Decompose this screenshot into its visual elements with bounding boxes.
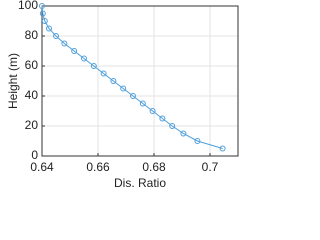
data-marker xyxy=(39,3,45,9)
y-tick-label: 40 xyxy=(25,88,39,102)
data-marker xyxy=(110,78,117,84)
data-marker xyxy=(120,85,127,92)
y-axis-label: Height (m) xyxy=(6,53,20,109)
x-tick-label: 0.7 xyxy=(202,160,219,174)
y-tick-label: 0 xyxy=(31,148,38,162)
chart: Height (m) Dis. Ratio 0 20 40 60 80 100 0.64 0.… xyxy=(6,0,239,190)
data-marker xyxy=(149,108,156,114)
data-marker xyxy=(41,18,48,24)
data-marker xyxy=(169,123,176,129)
y-tick-label: 80 xyxy=(25,28,39,42)
data-marker xyxy=(130,93,136,99)
data-marker xyxy=(219,145,226,152)
x-tick-label: 0.64 xyxy=(30,160,54,174)
x-tick-label: 0.68 xyxy=(142,160,166,174)
data-marker xyxy=(39,10,46,17)
data-marker xyxy=(194,138,201,144)
data-marker xyxy=(61,40,68,47)
data-line xyxy=(41,5,223,149)
data-marker xyxy=(100,70,107,77)
y-tick-label: 20 xyxy=(25,118,39,132)
data-marker xyxy=(139,100,146,107)
x-axis-label: Dis. Ratio xyxy=(114,176,166,190)
data-marker xyxy=(81,55,87,62)
data-marker xyxy=(90,63,97,69)
data-marker xyxy=(159,115,166,122)
page: {"chart_data": {"type": "line", "xlabel"… xyxy=(6,0,239,191)
data-marker xyxy=(180,130,187,137)
plot-frame xyxy=(41,5,239,157)
y-tick-label: 100 xyxy=(18,0,38,12)
x-tick-label: 0.66 xyxy=(86,160,110,174)
data-marker xyxy=(46,25,52,32)
y-tick-label: 60 xyxy=(25,58,39,72)
data-marker xyxy=(71,48,78,54)
data-marker xyxy=(53,33,59,39)
